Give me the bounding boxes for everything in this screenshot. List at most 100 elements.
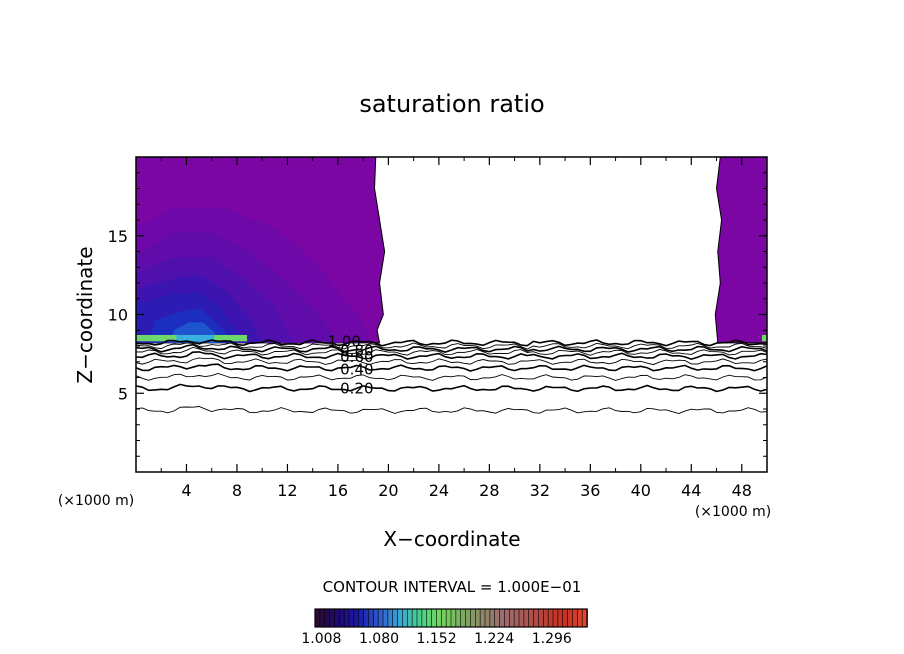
colorbar-cell xyxy=(470,608,477,628)
colorbar-cell xyxy=(504,608,511,628)
x-tick-label: 8 xyxy=(232,481,242,500)
colorbar-cell xyxy=(416,608,423,628)
contour-line-0.2 xyxy=(136,383,767,393)
contour-line-0.4 xyxy=(136,363,767,372)
colorbar-cell xyxy=(562,608,569,628)
colorbar-cell xyxy=(533,608,540,628)
colorbar-cell xyxy=(460,608,467,628)
x-tick-label: 48 xyxy=(732,481,752,500)
colorbar-cell xyxy=(455,608,462,628)
contour-interval-note: CONTOUR INTERVAL = 1.000E−01 xyxy=(323,578,582,596)
colorbar-frame xyxy=(314,608,588,628)
colorbar-cell xyxy=(542,608,549,628)
colorbar-cell xyxy=(576,608,583,628)
colorbar-cell xyxy=(513,608,520,628)
colorbar-cell xyxy=(489,608,496,628)
y-tick-label: 15 xyxy=(108,227,128,246)
contour-line-0.7 xyxy=(136,346,767,356)
colorbar-cell xyxy=(377,608,384,628)
colorbar-cell xyxy=(567,608,574,628)
contour-line-1.0 xyxy=(136,339,767,347)
x-tick-label: 28 xyxy=(479,481,499,500)
colorbar-tick-label: 1.008 xyxy=(301,631,341,647)
colorbar-cell xyxy=(343,608,350,628)
colorbar-cell xyxy=(445,608,452,628)
contour-line-0.9 xyxy=(136,342,767,350)
contour-label: 1.00 xyxy=(328,332,361,350)
colorbar-cell xyxy=(436,608,443,628)
colorbar-cell xyxy=(372,608,379,628)
colorbar-cell xyxy=(528,608,535,628)
colorbar-cell xyxy=(353,608,360,628)
contour-line-0.5 xyxy=(136,357,767,366)
x-tick-label: 44 xyxy=(681,481,701,500)
colorbar-cell xyxy=(338,608,345,628)
supersaturated-region-right xyxy=(714,157,767,344)
x-tick-label: 20 xyxy=(378,481,398,500)
colorbar-cell xyxy=(474,608,481,628)
colorbar-cell xyxy=(334,608,341,628)
x-tick-label: 4 xyxy=(181,481,191,500)
colorbar-cell xyxy=(324,608,331,628)
x-axis-label: X−coordinate xyxy=(383,527,520,551)
contour-label: 0.60 xyxy=(340,348,373,366)
colorbar-cell xyxy=(572,608,579,628)
colorbar-cell xyxy=(508,608,515,628)
colorbar-cell xyxy=(440,608,447,628)
contour-line-0.3 xyxy=(136,373,767,381)
x-tick-label: 24 xyxy=(429,481,449,500)
colorbar-cell xyxy=(494,608,501,628)
colorbar-cell xyxy=(484,608,491,628)
colorbar-cell xyxy=(406,608,413,628)
z-axis-unit: (×1000 m) xyxy=(58,493,134,509)
colorbar-cell xyxy=(397,608,404,628)
colorbar-cell xyxy=(368,608,375,628)
colorbar-cell xyxy=(387,608,394,628)
colorbar-cell xyxy=(392,608,399,628)
colorbar-cell xyxy=(465,608,472,628)
colorbar-cell xyxy=(499,608,506,628)
x-tick-label: 32 xyxy=(530,481,550,500)
colorbar-cell xyxy=(421,608,428,628)
colorbar-cell xyxy=(329,608,336,628)
contour-label: 0.80 xyxy=(340,342,373,360)
colorbar-cell xyxy=(552,608,559,628)
colorbar-cell xyxy=(557,608,564,628)
colorbar-cell xyxy=(348,608,355,628)
y-tick-label: 5 xyxy=(118,384,128,403)
x-tick-label: 36 xyxy=(580,481,600,500)
colorbar-cell xyxy=(426,608,433,628)
colorbar-cell xyxy=(319,608,326,628)
colorbar-cell xyxy=(411,608,418,628)
colorbar-tick-label: 1.296 xyxy=(532,631,572,647)
contour-label: 0.40 xyxy=(340,361,373,379)
contour-line-0.6 xyxy=(136,351,767,361)
x-tick-label: 16 xyxy=(328,481,348,500)
y-axis-label: Z−coordinate xyxy=(73,246,97,383)
x-tick-label: 40 xyxy=(631,481,651,500)
colorbar-cell xyxy=(523,608,530,628)
colorbar-tick-label: 1.152 xyxy=(417,631,457,647)
chart-title: saturation ratio xyxy=(359,90,544,118)
contour-label: 0.20 xyxy=(340,380,373,398)
colorbar-tick-label: 1.224 xyxy=(474,631,514,647)
y-tick-label: 10 xyxy=(108,306,128,325)
colorbar-cell xyxy=(538,608,545,628)
colorbar-cell xyxy=(547,608,554,628)
colorbar-tick-label: 1.080 xyxy=(359,631,399,647)
colorbar-cell xyxy=(518,608,525,628)
peak-core-left xyxy=(176,334,215,342)
colorbar-cell xyxy=(314,608,321,628)
colorbar-cell xyxy=(431,608,438,628)
contour-line-0.1 xyxy=(136,406,767,414)
colorbar-cell xyxy=(479,608,486,628)
colorbar-cell xyxy=(382,608,389,628)
colorbar-cell xyxy=(363,608,370,628)
colorbar-cell xyxy=(358,608,365,628)
contour-line-0.8 xyxy=(136,343,767,353)
x-axis-unit: (×1000 m) xyxy=(695,504,771,520)
peak-layer-right xyxy=(761,334,767,342)
colorbar-cell xyxy=(450,608,457,628)
x-tick-label: 12 xyxy=(277,481,297,500)
